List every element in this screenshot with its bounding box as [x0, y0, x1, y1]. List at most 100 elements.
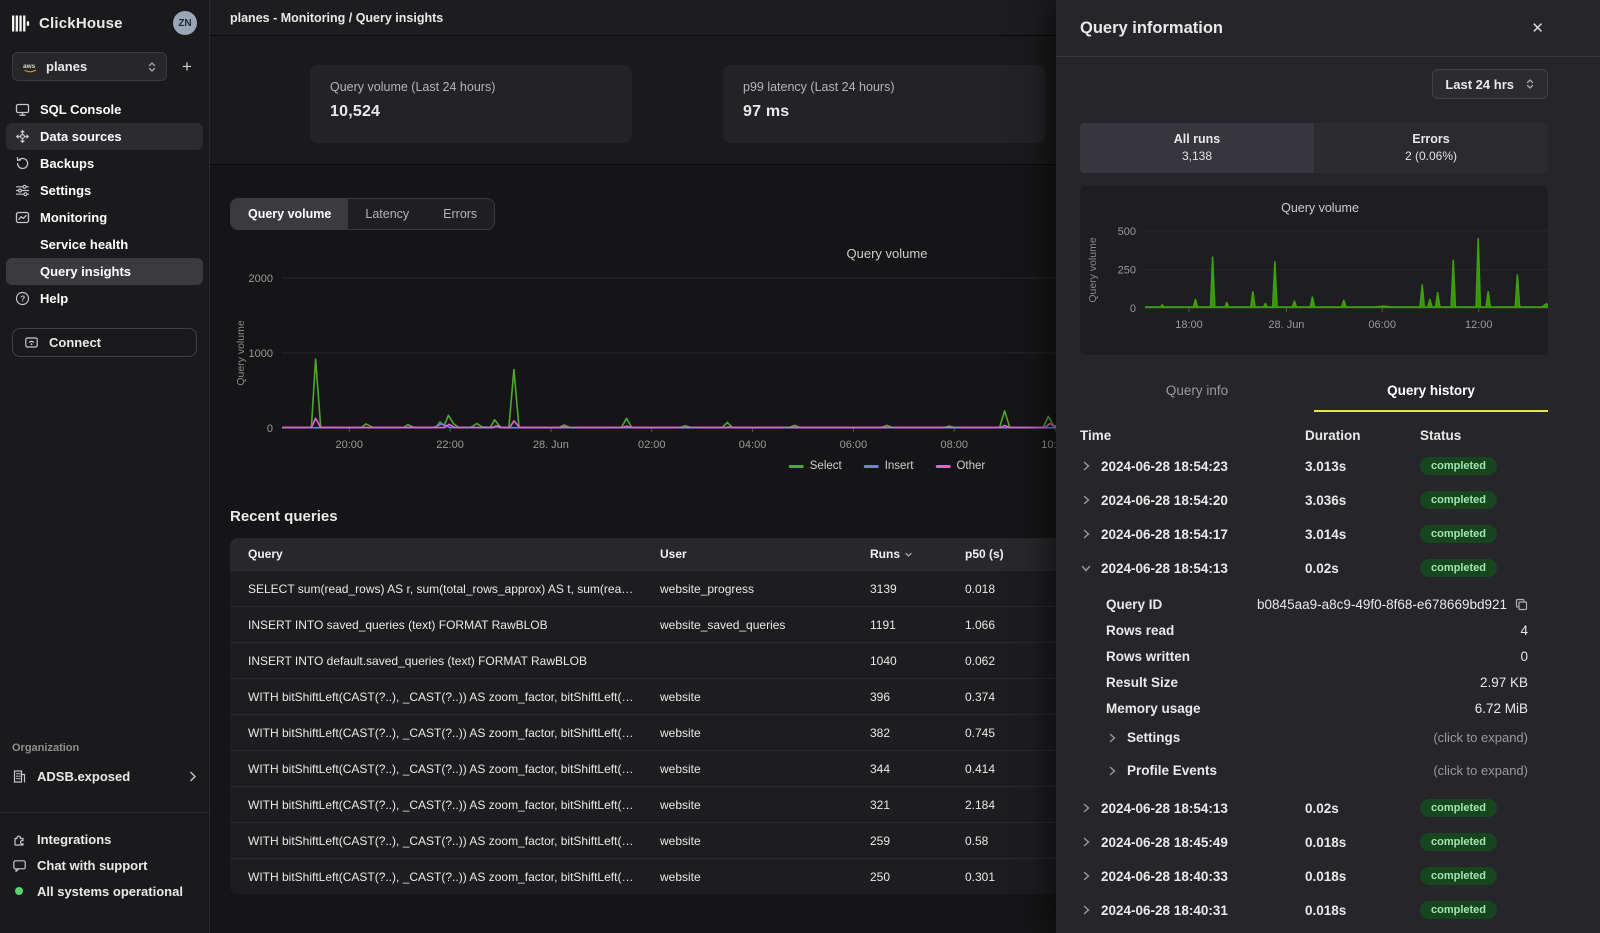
- y-tick-label: 0: [1130, 303, 1136, 315]
- y-tick-label: 1000: [249, 348, 273, 360]
- avatar[interactable]: ZN: [173, 11, 197, 35]
- query-runs: 344: [870, 762, 965, 776]
- chevron-right-icon[interactable]: [1080, 871, 1092, 881]
- chevron-right-icon[interactable]: [1080, 837, 1092, 847]
- chevron-down-icon[interactable]: [1080, 565, 1092, 572]
- status-badge: completed: [1420, 457, 1497, 475]
- sidebar-item-query-insights[interactable]: Query insights: [6, 258, 203, 285]
- footer-item-label: Integrations: [37, 832, 111, 847]
- sidebar-item-backups[interactable]: Backups: [6, 150, 203, 177]
- history-row[interactable]: 2024-06-28 18:54:17 3.014s completed: [1080, 517, 1528, 551]
- stat-label: Errors: [1314, 132, 1548, 146]
- sidebar-item-help[interactable]: ? Help: [6, 285, 203, 312]
- svg-text:aws: aws: [23, 63, 36, 70]
- sidebar-divider: [0, 812, 209, 813]
- connect-button[interactable]: Connect: [12, 328, 197, 357]
- history-row-expanded[interactable]: 2024-06-28 18:54:13 0.02s completed: [1080, 551, 1528, 585]
- chevron-right-icon[interactable]: [1080, 495, 1092, 505]
- tab-query-history[interactable]: Query history: [1314, 373, 1548, 412]
- tab-query-volume[interactable]: Query volume: [231, 199, 348, 229]
- aws-icon: aws: [22, 60, 38, 74]
- runs-errors-tabs: All runs 3,138 Errors 2 (0.06%): [1080, 123, 1548, 173]
- x-tick-label: 04:00: [739, 439, 767, 451]
- run-duration: 3.036s: [1305, 493, 1420, 508]
- sidebar-item-sql-console[interactable]: SQL Console: [6, 96, 203, 123]
- metric-label: Query volume (Last 24 hours): [330, 80, 612, 94]
- sidebar-item-label: Data sources: [40, 129, 122, 144]
- query-user: website: [660, 762, 870, 776]
- run-time: 2024-06-28 18:54:23: [1101, 459, 1228, 474]
- tab-query-info[interactable]: Query info: [1080, 373, 1314, 412]
- chevron-right-icon: [1106, 766, 1118, 776]
- tab-errors[interactable]: Errors: [426, 199, 494, 229]
- close-icon[interactable]: ✕: [1527, 15, 1548, 41]
- sidebar-item-settings[interactable]: Settings: [6, 177, 203, 204]
- connect-icon: [24, 335, 39, 350]
- sidebar-item-monitoring[interactable]: Monitoring: [6, 204, 203, 231]
- x-tick-label: 12:00: [1465, 319, 1493, 331]
- tab-errors[interactable]: Errors 2 (0.06%): [1314, 123, 1548, 173]
- legend-item-other[interactable]: Other: [935, 460, 985, 472]
- sidebar-item-service-health[interactable]: Service health: [6, 231, 203, 258]
- history-row[interactable]: 2024-06-28 18:54:20 3.036s completed: [1080, 483, 1528, 517]
- puzzle-icon: [12, 832, 27, 847]
- query-runs: 382: [870, 726, 965, 740]
- run-duration: 0.018s: [1305, 869, 1420, 884]
- status-ok-dot: [15, 887, 23, 895]
- run-time: 2024-06-28 18:40:31: [1101, 903, 1228, 918]
- history-row[interactable]: 2024-06-28 18:45:49 0.018s completed: [1080, 825, 1528, 859]
- sidebar-item-data-sources[interactable]: Data sources: [6, 123, 203, 150]
- sidebar-item-integrations[interactable]: Integrations: [12, 826, 197, 852]
- tab-latency[interactable]: Latency: [348, 199, 426, 229]
- run-duration: 3.014s: [1305, 527, 1420, 542]
- chevron-right-icon[interactable]: [1080, 529, 1092, 539]
- legend-swatch: [935, 465, 950, 468]
- query-user: website: [660, 726, 870, 740]
- legend-item-insert[interactable]: Insert: [864, 460, 914, 472]
- detail-label: Query ID: [1106, 597, 1162, 612]
- query-user: website_saved_queries: [660, 618, 870, 632]
- chevron-right-icon[interactable]: [1080, 905, 1092, 915]
- sidebar-item-chat-support[interactable]: Chat with support: [12, 852, 197, 878]
- legend-item-select[interactable]: Select: [789, 460, 842, 472]
- organization-heading: Organization: [12, 742, 197, 754]
- organization-item[interactable]: ADSB.exposed: [12, 769, 197, 784]
- chevron-updown-icon: [147, 61, 157, 73]
- run-duration: 3.013s: [1305, 459, 1420, 474]
- time-range-select[interactable]: Last 24 hrs: [1432, 69, 1548, 99]
- history-row[interactable]: 2024-06-28 18:40:31 0.018s completed: [1080, 893, 1528, 927]
- brand[interactable]: ClickHouse ZN: [0, 0, 209, 35]
- organization-icon: [12, 769, 27, 784]
- col-time: Time: [1080, 428, 1305, 443]
- stat-label: All runs: [1080, 132, 1314, 146]
- series-line: [282, 418, 1072, 427]
- backups-icon: [15, 156, 30, 171]
- copy-icon[interactable]: [1515, 598, 1528, 611]
- x-tick-label: 20:00: [335, 439, 363, 451]
- chart-title: Query volume: [847, 246, 928, 261]
- sidebar-nav: SQL Console Data sources Backups Setting…: [0, 96, 209, 312]
- run-time: 2024-06-28 18:40:33: [1101, 869, 1228, 884]
- add-service-button[interactable]: +: [177, 57, 197, 77]
- status-badge: completed: [1420, 901, 1497, 919]
- history-row[interactable]: 2024-06-28 18:40:33 0.018s completed: [1080, 859, 1528, 893]
- system-status-item[interactable]: All systems operational: [12, 878, 197, 904]
- history-row[interactable]: 2024-06-28 18:54:13 0.02s completed: [1080, 791, 1528, 825]
- legend-label: Insert: [885, 460, 914, 472]
- profile-events-expand-row[interactable]: Profile Events (click to expand): [1106, 754, 1528, 787]
- history-row[interactable]: 2024-06-28 18:54:23 3.013s completed: [1080, 449, 1528, 483]
- metric-label: p99 latency (Last 24 hours): [743, 80, 1025, 94]
- tab-all-runs[interactable]: All runs 3,138: [1080, 123, 1314, 173]
- chevron-right-icon[interactable]: [1080, 461, 1092, 471]
- service-selector[interactable]: aws planes: [12, 52, 167, 81]
- x-tick-label: 22:00: [436, 439, 464, 451]
- settings-expand-row[interactable]: Settings (click to expand): [1106, 721, 1528, 754]
- run-duration: 0.02s: [1305, 561, 1420, 576]
- sidebar-item-label: Help: [40, 291, 68, 306]
- chevron-right-icon[interactable]: [1080, 803, 1092, 813]
- x-tick-label: 06:00: [1368, 319, 1396, 331]
- col-runs-sortable[interactable]: Runs: [870, 547, 965, 561]
- status-badge: completed: [1420, 799, 1497, 817]
- legend-label: Other: [956, 460, 985, 472]
- query-user: website: [660, 834, 870, 848]
